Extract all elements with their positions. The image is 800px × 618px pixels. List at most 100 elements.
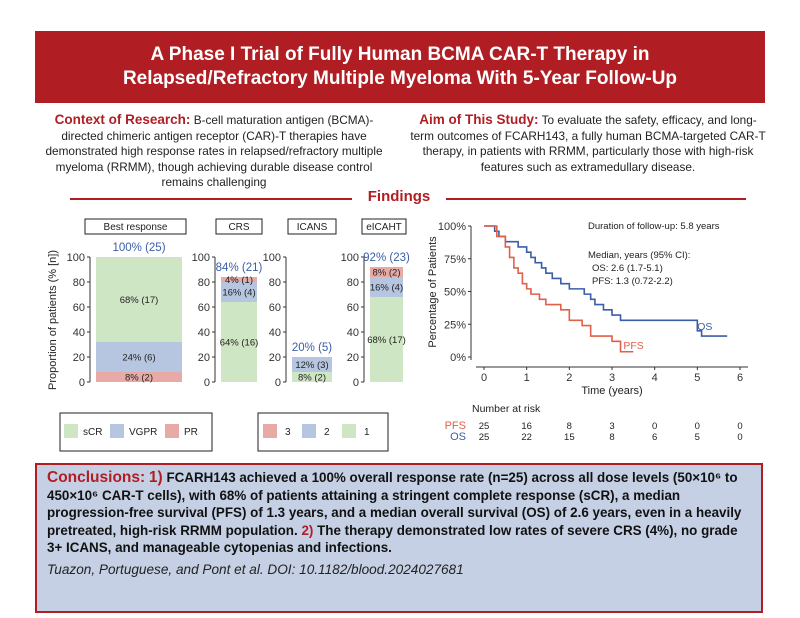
risk-cell-0-2: 8 [567, 421, 572, 432]
legend-grade-swatch-0 [263, 424, 277, 438]
bar-segment-2-1 [292, 357, 332, 372]
km-x-axis-title: Time (years) [581, 385, 642, 397]
km-x-tick-label-5: 5 [694, 372, 700, 384]
legend-grade-swatch-2 [342, 424, 356, 438]
bar-total-label-2: 20% (5) [292, 342, 332, 354]
panel-y-tick-label-1-3: 60 [198, 302, 210, 314]
risk-cell-0-6: 0 [737, 421, 742, 432]
panel-strip-label-1: CRS [228, 222, 249, 233]
citation: Tuazon, Portuguese, and Pont et al. DOI:… [47, 561, 464, 577]
legend-grade-label-0: 3 [285, 427, 291, 438]
panel-y-tick-label-3-0: 0 [353, 377, 359, 389]
title: A Phase I Trial of Fully Human BCMA CAR-… [80, 43, 720, 91]
km-curve-os [484, 225, 728, 337]
bar-segment-label-1-0: 64% (16) [220, 338, 259, 349]
bar-segment-1-0 [221, 302, 257, 382]
aim-heading: Aim of This Study: [419, 112, 539, 127]
panel-strip-0 [84, 218, 187, 235]
risk-cell-1-0: 25 [479, 432, 490, 443]
legend-grade-box [257, 412, 389, 452]
km-x-tick-label-4: 4 [652, 372, 658, 384]
bar-total-label-3: 92% (23) [363, 252, 410, 264]
km-followup-note: Duration of follow-up: 5.8 years [588, 221, 720, 232]
title-banner: A Phase I Trial of Fully Human BCMA CAR-… [35, 31, 765, 103]
km-x-tick-label-2: 2 [566, 372, 572, 384]
bar-segment-0-2 [96, 257, 182, 342]
legend-grade-swatch-1 [302, 424, 316, 438]
context-of-research: Context of Research: B-cell maturation a… [38, 112, 390, 191]
legend-response-box [59, 412, 213, 452]
panel-strip-label-0: Best response [104, 222, 168, 233]
conclusion-number-1: 1) [148, 469, 163, 486]
panel-y-tick-label-1-1: 20 [198, 352, 210, 364]
legend-response-swatch-1 [110, 424, 124, 438]
panel-y-tick-label-2-5: 100 [263, 252, 281, 264]
panel-y-tick-label-3-2: 40 [347, 327, 359, 339]
panel-y-tick-label-3-4: 80 [347, 277, 359, 289]
panel-y-tick-label-2-0: 0 [275, 377, 281, 389]
risk-row-name-1: OS [450, 431, 466, 443]
panel-strip-1 [215, 218, 263, 235]
km-x-tick-label-0: 0 [481, 372, 487, 384]
km-pfs-median: PFS: 1.3 (0.72-2.2) [592, 276, 673, 287]
conclusions-heading: Conclusions: [47, 469, 146, 486]
panel-strip-label-3: eICAHT [366, 222, 402, 233]
km-y-tick-label-3: 75% [444, 254, 466, 266]
bar-segment-2-0 [292, 372, 332, 382]
risk-cell-1-3: 8 [609, 432, 614, 443]
aim-of-study: Aim of This Study: To evaluate the safet… [408, 112, 768, 175]
conclusion-1: FCARH143 achieved a 100% overall respons… [47, 470, 742, 538]
legend-grade-label-2: 1 [364, 427, 370, 438]
panel-y-tick-label-2-3: 60 [269, 302, 281, 314]
findings-divider-left [70, 198, 352, 200]
bar-segment-label-0-2: 68% (17) [120, 295, 159, 306]
panel-y-tick-label-0-1: 20 [73, 352, 85, 364]
bar-segment-label-3-0: 68% (17) [367, 335, 406, 346]
context-heading: Context of Research: [54, 112, 191, 127]
bar-segment-label-2-0: 8% (2) [298, 373, 326, 384]
risk-cell-0-4: 0 [652, 421, 657, 432]
legend-grade-label-1: 2 [324, 427, 330, 438]
bar-segment-1-1 [221, 282, 257, 302]
bar-segment-label-1-1: 16% (4) [222, 288, 255, 299]
context-body: B-cell maturation antigen (BCMA)-directe… [45, 113, 383, 189]
panel-y-tick-label-2-1: 20 [269, 352, 281, 364]
legend-response-swatch-0 [64, 424, 78, 438]
risk-cell-0-1: 16 [521, 421, 532, 432]
legend-response-label-0: sCR [83, 427, 102, 438]
km-y-tick-label-0: 0% [450, 352, 466, 364]
km-x-tick-label-1: 1 [524, 372, 530, 384]
panel-y-tick-label-0-0: 0 [79, 377, 85, 389]
panel-y-tick-label-3-5: 100 [341, 252, 359, 264]
km-curve-label-pfs: PFS [623, 340, 643, 352]
legend-response-label-1: VGPR [129, 427, 157, 438]
risk-cell-1-2: 15 [564, 432, 575, 443]
km-curve-label-os: OS [697, 321, 712, 333]
conclusions-text: Conclusions: 1) FCARH143 achieved a 100%… [47, 469, 751, 557]
legend-response-swatch-2 [165, 424, 179, 438]
legend-response-label-2: PR [184, 427, 198, 438]
km-y-tick-label-2: 50% [444, 287, 466, 299]
km-x-tick-label-3: 3 [609, 372, 615, 384]
km-y-tick-label-1: 25% [444, 319, 466, 331]
panel-y-tick-label-0-3: 60 [73, 302, 85, 314]
risk-table-header: Number at risk [472, 403, 541, 415]
risk-cell-1-6: 0 [737, 432, 742, 443]
bar-segment-1-2 [221, 277, 257, 282]
panel-y-tick-label-3-3: 60 [347, 302, 359, 314]
findings-divider-right [446, 198, 746, 200]
bar-segment-0-1 [96, 342, 182, 372]
bar-segment-3-2 [370, 267, 403, 277]
km-median-header: Median, years (95% CI): [588, 250, 690, 261]
findings-heading: Findings [367, 188, 431, 205]
bar-segment-label-0-0: 8% (2) [125, 373, 153, 384]
km-y-tick-label-4: 100% [438, 221, 466, 233]
panel-strip-label-2: ICANS [297, 222, 328, 233]
risk-row-name-0: PFS [445, 420, 466, 432]
panel-y-tick-label-0-2: 40 [73, 327, 85, 339]
bar-segment-label-1-2: 4% (1) [225, 275, 253, 286]
conclusions-box: Conclusions: 1) FCARH143 achieved a 100%… [35, 463, 763, 613]
bar-segment-3-0 [370, 297, 403, 382]
